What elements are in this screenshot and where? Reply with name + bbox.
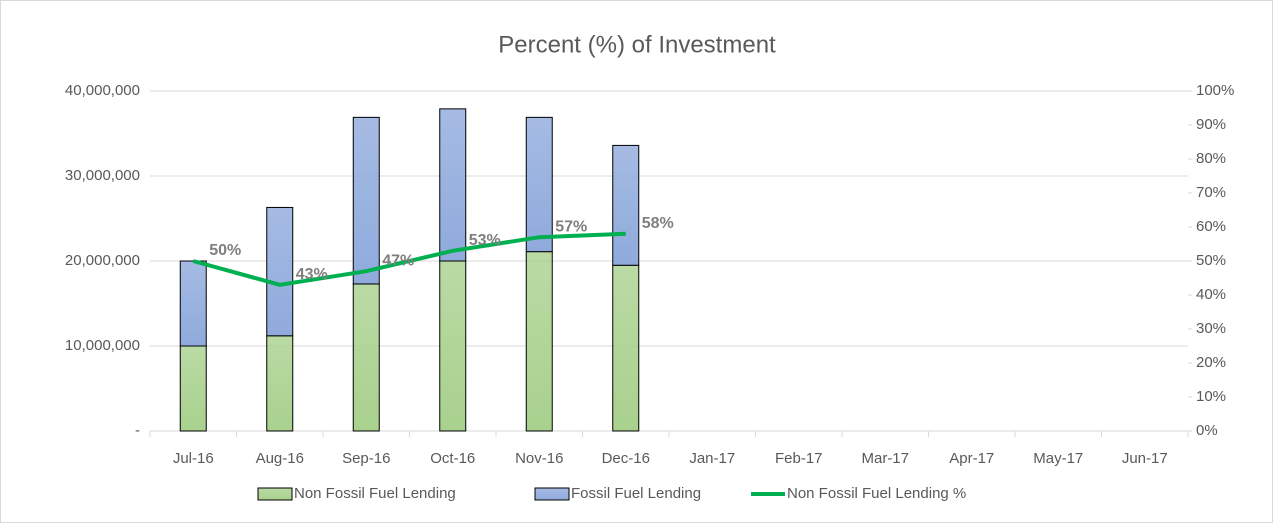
y2-tick-label: 20% xyxy=(1196,354,1226,371)
bar xyxy=(439,108,467,262)
x-tick-label: Apr-17 xyxy=(949,450,994,467)
y2-tick-label: 0% xyxy=(1196,422,1218,439)
y2-tick-label: 60% xyxy=(1196,218,1226,235)
line xyxy=(192,231,626,287)
data-label: 50% xyxy=(209,242,241,259)
x-tick-label: Jan-17 xyxy=(689,450,735,467)
y2-tick-label: 10% xyxy=(1196,388,1226,405)
x-tick-label: Mar-17 xyxy=(861,450,909,467)
bar xyxy=(439,260,467,432)
x-tick-label: Sep-16 xyxy=(342,450,390,467)
y2-tick-label: 90% xyxy=(1196,116,1226,133)
bar xyxy=(352,283,380,432)
y-tick-label: 10,000,000 xyxy=(65,337,140,354)
y2-tick-label: 70% xyxy=(1196,184,1226,201)
legend-swatch xyxy=(257,487,293,501)
x-tick-label: Jul-16 xyxy=(173,450,214,467)
bar xyxy=(266,206,294,337)
data-label: 57% xyxy=(555,218,587,235)
y-tick-label: 30,000,000 xyxy=(65,167,140,184)
bar xyxy=(266,335,294,432)
x-tick-label: May-17 xyxy=(1033,450,1083,467)
x-tick-label: Jun-17 xyxy=(1122,450,1168,467)
bar xyxy=(179,260,207,347)
legend-swatch xyxy=(534,487,570,501)
y2-tick-label: 50% xyxy=(1196,252,1226,269)
bar xyxy=(612,264,640,432)
y-tick-label: 20,000,000 xyxy=(65,252,140,269)
y-tick-label: - xyxy=(135,422,140,439)
data-label: 58% xyxy=(642,215,674,232)
bar xyxy=(179,345,207,432)
y2-tick-label: 30% xyxy=(1196,320,1226,337)
legend-label: Non Fossil Fuel Lending xyxy=(294,485,456,502)
y2-tick-label: 100% xyxy=(1196,82,1234,99)
x-tick-label: Oct-16 xyxy=(430,450,475,467)
legend-label: Non Fossil Fuel Lending % xyxy=(787,485,966,502)
x-tick-label: Nov-16 xyxy=(515,450,563,467)
x-tick-label: Feb-17 xyxy=(775,450,823,467)
x-tick-label: Dec-16 xyxy=(602,450,650,467)
y-tick-label: 40,000,000 xyxy=(65,82,140,99)
y2-tick-label: 40% xyxy=(1196,286,1226,303)
legend-label: Fossil Fuel Lending xyxy=(571,485,701,502)
data-label: 43% xyxy=(296,266,328,283)
bar xyxy=(525,251,553,432)
data-label: 53% xyxy=(469,232,501,249)
data-label: 47% xyxy=(382,252,414,269)
y2-tick-label: 80% xyxy=(1196,150,1226,167)
chart-title: Percent (%) of Investment xyxy=(498,31,776,58)
x-tick-label: Aug-16 xyxy=(256,450,304,467)
bar xyxy=(525,116,553,253)
bar xyxy=(352,116,380,285)
bar xyxy=(612,144,640,266)
